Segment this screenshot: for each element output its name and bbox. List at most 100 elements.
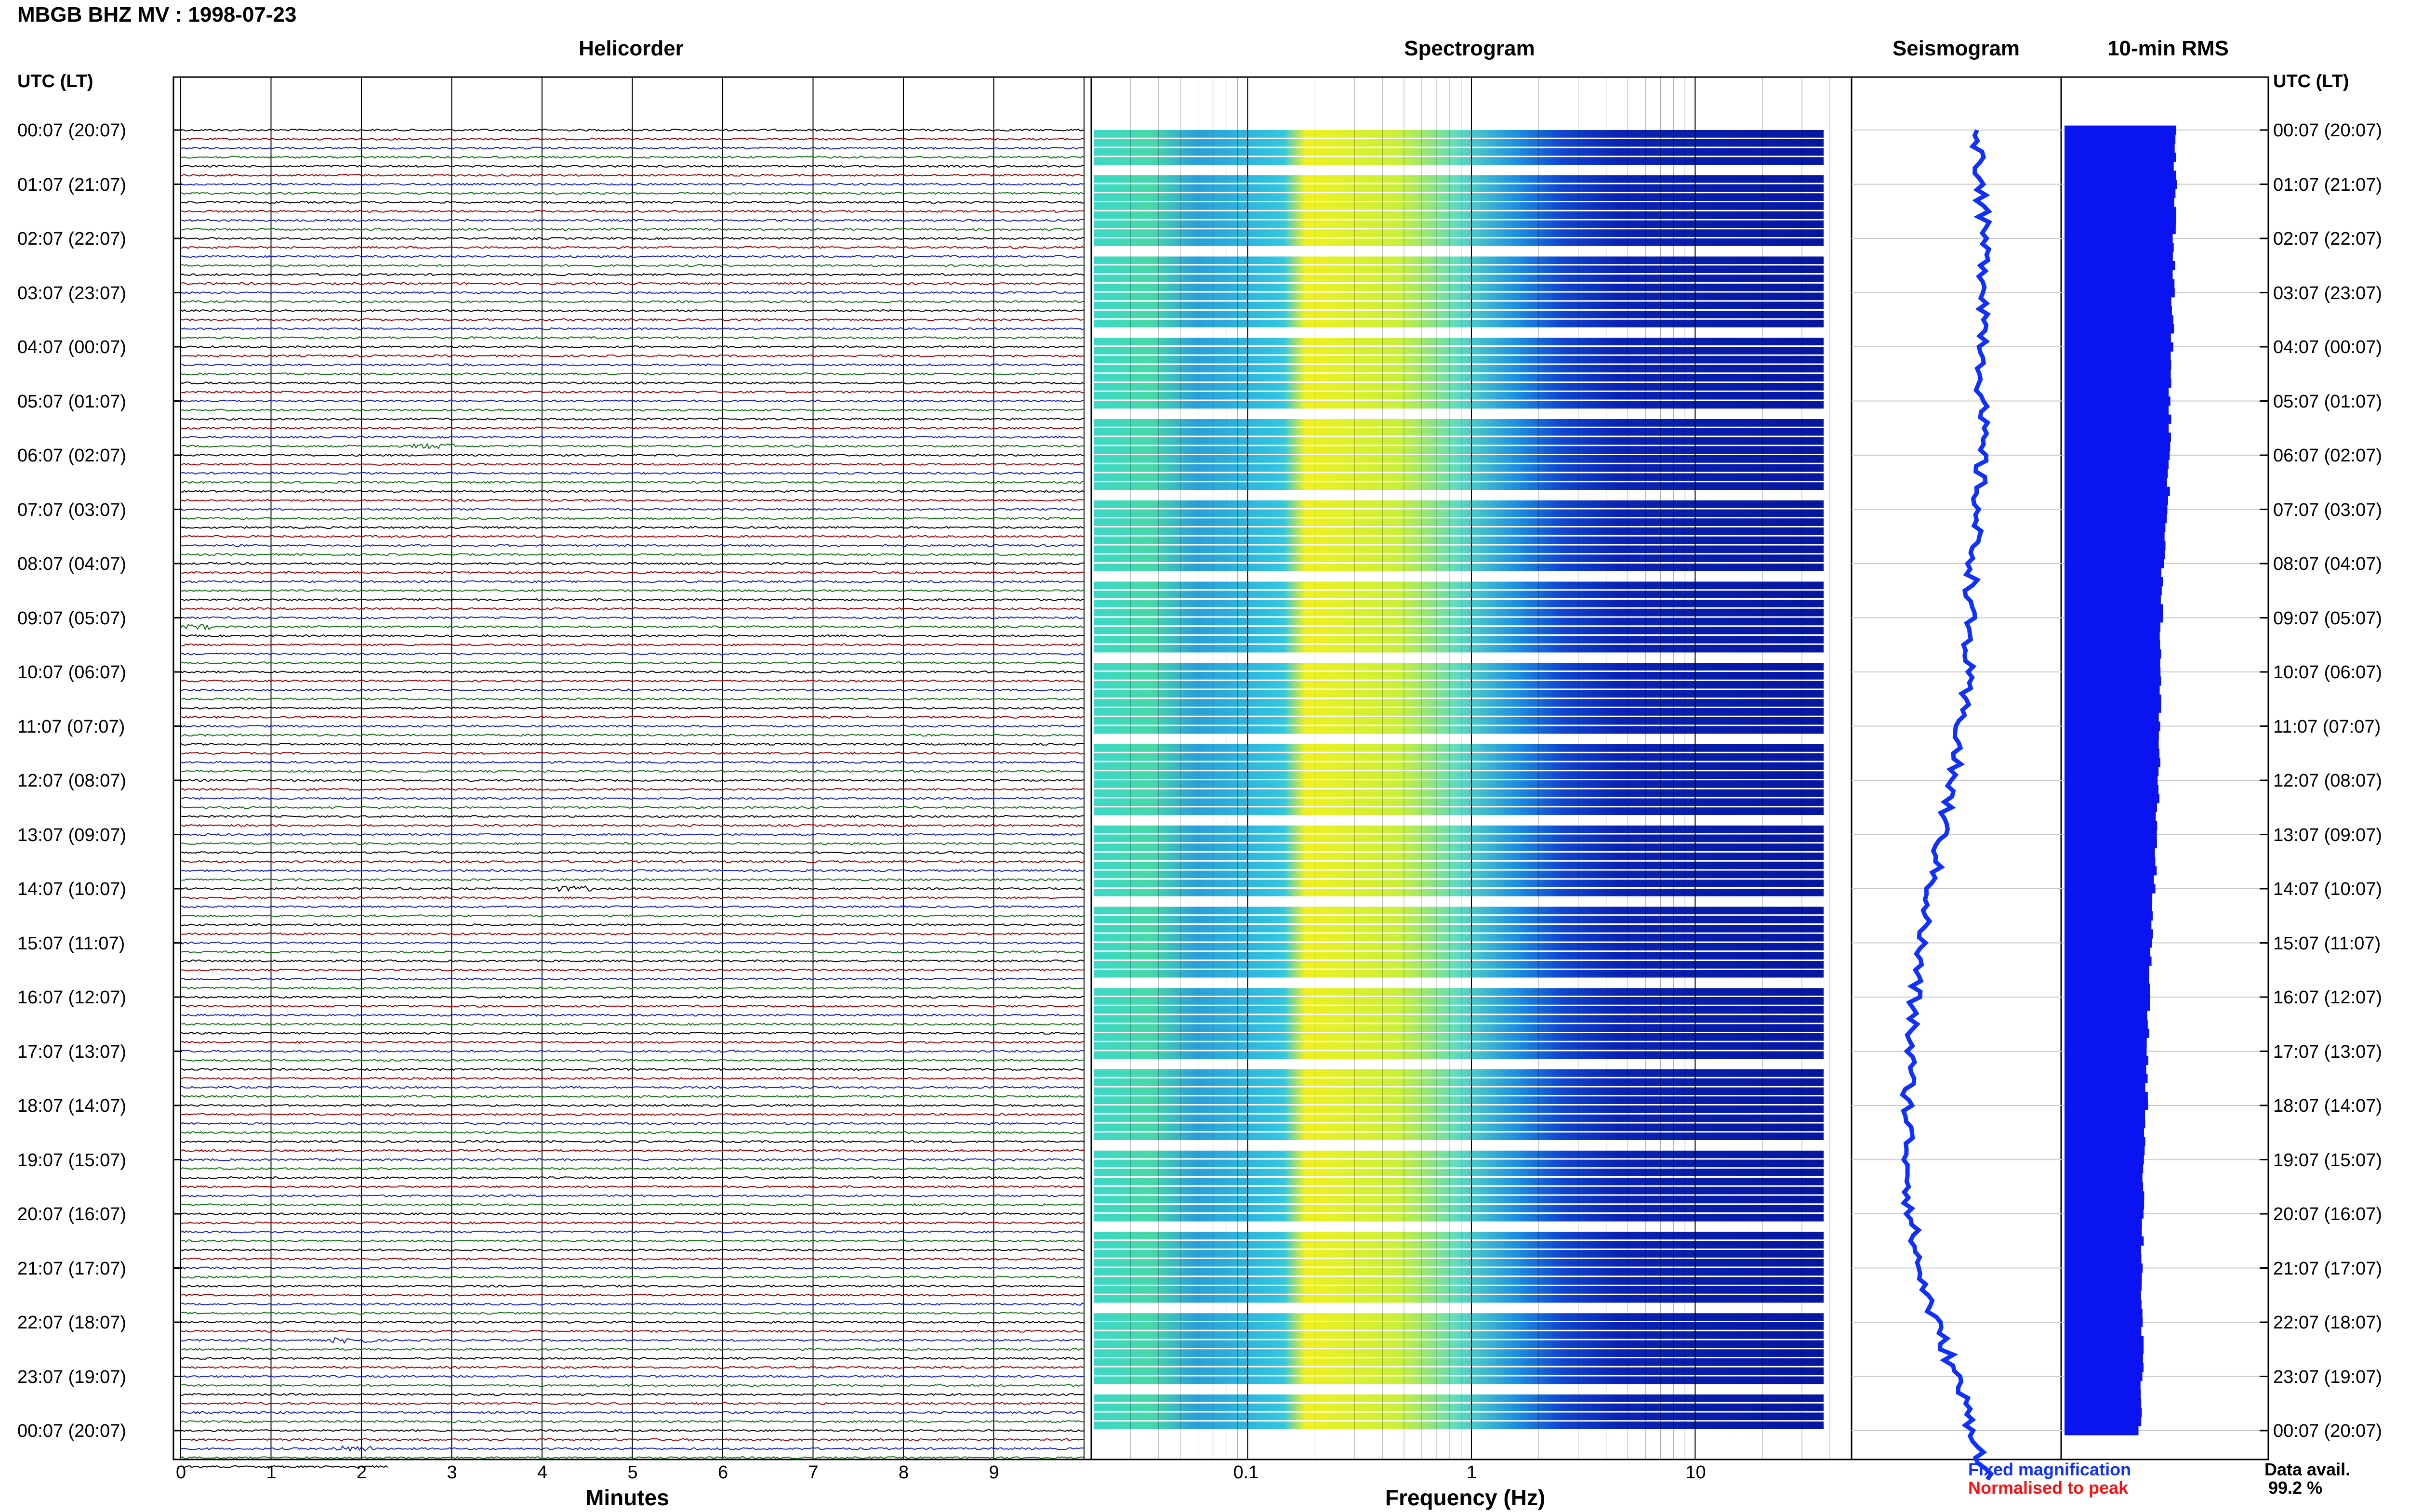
time-label-right: 07:07 (03:07) <box>2273 500 2383 520</box>
helicorder-trace <box>180 219 1084 222</box>
spectrogram-row <box>1094 581 1824 590</box>
helicorder-trace <box>180 815 1085 818</box>
rms-bar <box>2065 821 2158 830</box>
rms-bar <box>2065 279 2175 289</box>
time-label-right: 10:07 (06:07) <box>2273 662 2383 683</box>
time-label-left: 01:07 (21:07) <box>17 174 127 195</box>
helicorder-trace <box>180 1239 1085 1243</box>
minutes-axis-title: Minutes <box>585 1485 669 1510</box>
time-label-right: 05:07 (01:07) <box>2273 391 2383 412</box>
spectrogram-row <box>1094 1331 1824 1339</box>
helicorder-trace <box>180 1420 1085 1423</box>
spectrogram-row <box>1094 202 1824 210</box>
spectrogram-row <box>1094 672 1824 680</box>
rms-bar <box>2065 965 2149 975</box>
legend-normalised-to-peak: Normalised to peak <box>1968 1478 2129 1498</box>
helicorder-trace <box>180 552 1085 556</box>
time-label-right: 17:07 (13:07) <box>2273 1041 2383 1062</box>
spectrogram-row <box>1094 275 1824 282</box>
time-label-left: 19:07 (15:07) <box>17 1150 127 1170</box>
minute-tick-label: 6 <box>718 1462 728 1483</box>
helicorder-trace <box>180 905 1085 908</box>
rms-bar <box>2065 1408 2142 1418</box>
helicorder-trace <box>180 589 1085 592</box>
rms-bar <box>2065 252 2173 262</box>
helicorder-trace <box>180 1347 1085 1351</box>
rms-bar <box>2065 207 2176 216</box>
time-label-right: 00:07 (20:07) <box>2273 120 2383 141</box>
helicorder-trace <box>180 1221 1085 1224</box>
spectrogram-row <box>1094 554 1824 562</box>
rms-bar <box>2065 812 2156 821</box>
spectrogram-row <box>1094 1367 1824 1375</box>
helicorder-trace <box>180 417 1085 421</box>
rms-bar <box>2065 1300 2142 1309</box>
time-label-right: 18:07 (14:07) <box>2273 1096 2383 1116</box>
spectrogram-row <box>1094 148 1824 156</box>
rms-bar <box>2065 441 2171 451</box>
rms-bar <box>2065 595 2161 605</box>
time-label-right: 13:07 (09:07) <box>2273 825 2383 845</box>
helicorder-trace <box>180 426 1085 430</box>
helicorder-trace <box>180 950 1085 954</box>
spectrogram-row <box>1094 1412 1824 1420</box>
helicorder-trace <box>180 761 1085 764</box>
spectrogram-row <box>1094 1105 1824 1113</box>
spectrogram-row <box>1094 663 1824 671</box>
spectrogram-row <box>1094 681 1824 689</box>
rms-bar <box>2065 559 2164 568</box>
spectrogram-row <box>1094 500 1824 508</box>
spectrogram-row <box>1094 1078 1824 1086</box>
rms-bar <box>2065 1209 2144 1219</box>
helicorder-trace <box>180 1122 1085 1125</box>
rms-bar <box>2065 243 2174 252</box>
helicorder-trace <box>180 1320 1085 1324</box>
helicorder-trace <box>180 986 1084 990</box>
rms-bar <box>2065 378 2171 388</box>
rms-bar <box>2065 794 2159 803</box>
helicorder-trace <box>180 1302 1085 1306</box>
helicorder-trace <box>180 778 1084 782</box>
time-label-left: 20:07 (16:07) <box>17 1204 127 1224</box>
rms-bar <box>2065 351 2171 361</box>
helicorder-trace <box>180 372 1085 376</box>
rms-bar <box>2065 1028 2149 1038</box>
rms-bar <box>2065 974 2149 984</box>
rms-bar <box>2065 1281 2142 1291</box>
time-label-left: 00:07 (20:07) <box>17 1421 127 1441</box>
rms-bar <box>2065 224 2176 235</box>
helicorder-traces <box>180 128 1085 1469</box>
helicorder-trace <box>180 652 1085 656</box>
helicorder-trace <box>180 435 1085 439</box>
rms-bar <box>2065 947 2151 957</box>
rms-bar <box>2065 604 2163 614</box>
rms-bar <box>2065 450 2170 460</box>
rms-bar <box>2065 1363 2144 1372</box>
spectrogram-row <box>1094 311 1824 318</box>
time-label-left: 04:07 (00:07) <box>17 337 127 357</box>
rms-bar <box>2065 541 2166 551</box>
helicorder-trace <box>180 336 1085 340</box>
rms-bar <box>2065 1200 2144 1210</box>
spectrogram-row <box>1094 970 1824 978</box>
rms-bar <box>2065 649 2161 659</box>
helicorder-trace <box>180 1445 1085 1452</box>
spectrogram-row <box>1094 907 1824 915</box>
spectrogram-row <box>1094 717 1824 725</box>
rms-bar <box>2065 125 2176 135</box>
rms-bar <box>2065 460 2169 469</box>
spectrogram-row <box>1094 545 1824 553</box>
helicorder-trace <box>180 670 1085 674</box>
helicorder-trace <box>180 598 1085 602</box>
data-availability-value: 99.2 % <box>2268 1478 2323 1498</box>
rms-bar <box>2065 505 2168 514</box>
helicorder-trace <box>180 860 1085 864</box>
spectrogram-row <box>1094 1340 1824 1348</box>
spectrogram-row <box>1094 184 1824 192</box>
spectrogram-row <box>1094 564 1824 571</box>
utc-label-left: UTC (LT) <box>17 71 93 92</box>
rms-bar <box>2065 1327 2142 1336</box>
rms-bar <box>2065 703 2161 713</box>
rms-bar <box>2065 532 2165 541</box>
helicorder-trace <box>180 443 1085 450</box>
